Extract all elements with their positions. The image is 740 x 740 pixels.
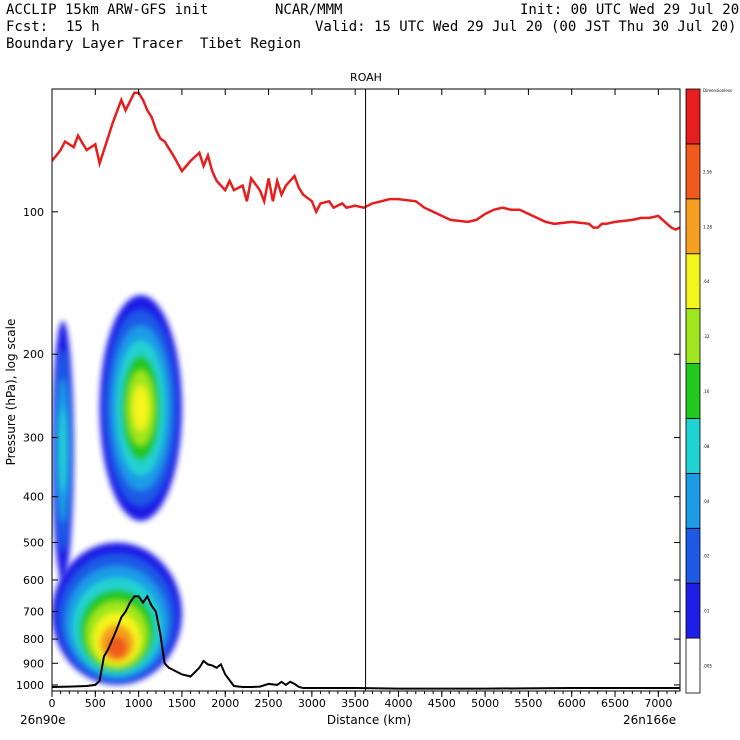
colorbar-level-label: .02 <box>703 554 710 559</box>
terrain-line <box>52 594 680 690</box>
colorbar-segment <box>685 582 701 639</box>
x-tick-label: 4500 <box>428 697 456 710</box>
header-product: Boundary Layer Tracer Tibet Region <box>6 36 302 52</box>
colorbar: .005 .01 .02 .04 .08 .16 .32 .64 1.28 2.56 Dimensi… <box>685 88 732 694</box>
y-tick-label: 200 <box>23 348 44 361</box>
y-tick-label: 800 <box>23 633 44 646</box>
x-tick-label: 1500 <box>168 697 196 710</box>
x-tick-label: 1000 <box>125 697 153 710</box>
colorbar-level-label: 1.28 <box>703 224 712 229</box>
y-tick-label: 100 <box>23 206 44 219</box>
x-tick-label: 3000 <box>298 697 326 710</box>
x-axis-label: Distance (km) <box>327 713 411 727</box>
x-end-label: 26n166e <box>623 713 676 727</box>
colorbar-level-label: .04 <box>703 499 710 504</box>
tracer-contour <box>132 385 150 431</box>
x-tick-label: 2500 <box>255 697 283 710</box>
header-valid: Valid: 15 UTC Wed 29 Jul 20 (00 JST Thu … <box>315 19 737 35</box>
x-tick-label: 5500 <box>514 697 542 710</box>
x-axis: 0 500 1000 1500 2000 2500 3000 3500 4000 4500 5000… <box>49 89 677 710</box>
y-tick-label: 900 <box>23 657 44 670</box>
x-tick-label: 2000 <box>211 697 239 710</box>
tracer-region <box>99 295 182 521</box>
tracer-contour <box>59 407 67 494</box>
header-fcst-value: 15 h <box>66 19 100 35</box>
colorbar-segment <box>685 143 701 200</box>
y-tick-label: 1000 <box>16 679 44 692</box>
x-tick-label: 6500 <box>601 697 629 710</box>
colorbar-segment <box>685 472 701 529</box>
tropopause-line <box>52 91 680 231</box>
chart-title: ROAH <box>350 71 382 84</box>
colorbar-level-label: .08 <box>703 444 710 449</box>
header-org: NCAR/MMM <box>275 2 343 18</box>
x-tick-label: 4000 <box>384 697 412 710</box>
colorbar-level-label: .01 <box>703 609 710 614</box>
y-tick-label: 500 <box>23 537 44 550</box>
tracer-region <box>52 542 182 685</box>
colorbar-segment <box>685 198 701 255</box>
colorbar-unit-label: Dimensionless <box>703 88 732 93</box>
x-tick-label: 5000 <box>471 697 499 710</box>
header-model-line: ACCLIP 15km ARW-GFS init <box>6 2 209 18</box>
series-layer <box>52 91 680 690</box>
x-tick-label: 3500 <box>341 697 369 710</box>
colorbar-level-label: .16 <box>703 389 710 394</box>
tracer-shading <box>52 295 182 685</box>
colorbar-segment <box>685 637 701 694</box>
x-start-label: 26n90e <box>20 713 66 727</box>
y-tick-label: 700 <box>23 606 44 619</box>
y-tick-label: 400 <box>23 491 44 504</box>
header-fcst-label: Fcst: <box>6 19 49 35</box>
colorbar-segment <box>685 308 701 364</box>
x-tick-label: 7000 <box>644 697 672 710</box>
header-init: Init: 00 UTC Wed 29 Jul 20 <box>520 2 740 18</box>
colorbar-segment <box>685 253 701 310</box>
x-tick-label: 0 <box>49 697 56 710</box>
tracer-region <box>52 320 74 580</box>
colorbar-level-label: .64 <box>703 279 710 284</box>
colorbar-level-label: .32 <box>703 334 710 339</box>
colorbar-level-label: .005 <box>703 664 712 669</box>
colorbar-segment <box>685 363 701 419</box>
colorbar-level-label: 2.56 <box>703 169 712 174</box>
colorbar-segment <box>685 527 701 584</box>
x-tick-label: 6000 <box>558 697 586 710</box>
y-axis: 100 200 300 400 500 600 700 800 900 1000 <box>16 206 680 692</box>
x-tick-label: 500 <box>85 697 106 710</box>
y-axis-label: Pressure (hPa), log scale <box>4 319 18 466</box>
colorbar-segment <box>685 418 701 474</box>
y-tick-label: 600 <box>23 574 44 587</box>
colorbar-segment <box>685 88 701 145</box>
y-tick-label: 300 <box>23 432 44 445</box>
